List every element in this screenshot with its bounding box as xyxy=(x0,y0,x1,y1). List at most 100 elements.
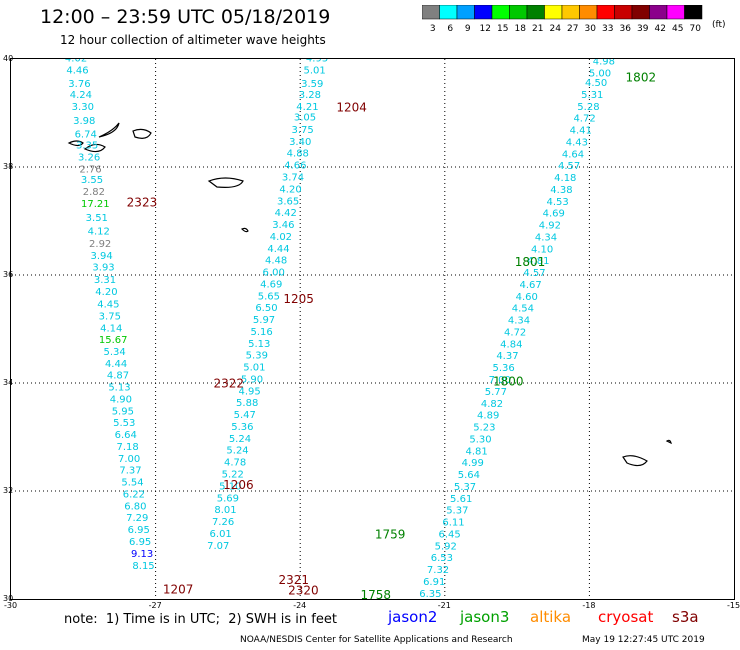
wave-height-value: 4.14 xyxy=(100,324,122,335)
wave-height-value: 3.59 xyxy=(301,79,323,90)
wave-height-value: 5.53 xyxy=(113,418,135,429)
wave-height-value: 5.28 xyxy=(577,102,599,113)
wave-height-value: 6.64 xyxy=(115,430,137,441)
wave-height-value: 5.22 xyxy=(222,470,244,481)
wave-height-value: 6.50 xyxy=(255,303,277,314)
wave-height-value: 6.45 xyxy=(438,529,460,540)
wave-height-value: 4.37 xyxy=(496,351,518,362)
wave-height-value: 5.13 xyxy=(108,383,130,394)
wave-height-value: 2.76 xyxy=(79,164,101,175)
colorbar-swatch xyxy=(614,5,633,20)
wave-height-value: 3.51 xyxy=(86,213,108,224)
wave-height-value: 5.90 xyxy=(241,374,263,385)
pass-time-label: 1204 xyxy=(336,100,367,114)
wave-height-value: 3.30 xyxy=(72,102,94,113)
wave-height-value: 4.24 xyxy=(70,90,92,101)
wave-height-value: 4.95 xyxy=(306,59,328,65)
pass-time-label: 2323 xyxy=(127,195,158,209)
wave-height-value: 3.93 xyxy=(92,263,114,274)
pass-time-label: 1759 xyxy=(375,528,406,542)
wave-height-value: 4.18 xyxy=(554,173,576,184)
wave-height-value: 5.30 xyxy=(469,434,491,445)
island-outline xyxy=(98,122,120,138)
satellite-name: s3a xyxy=(672,608,699,626)
wave-height-value: 3.35 xyxy=(76,141,98,152)
wave-height-value: 3.75 xyxy=(291,125,313,136)
wave-height-value: 5.36 xyxy=(231,422,253,433)
wave-height-value: 3.98 xyxy=(73,116,95,127)
wave-height-value: 3.28 xyxy=(299,90,321,101)
note-text: note: 1) Time is in UTC; 2) SWH is in fe… xyxy=(64,612,337,627)
colorbar-label: 21 xyxy=(532,24,543,34)
wave-height-value: 3.46 xyxy=(272,220,294,231)
wave-height-value: 5.31 xyxy=(581,90,603,101)
lon-tick-label: -21 xyxy=(437,601,451,610)
pass-time-label: 2320 xyxy=(288,584,319,598)
wave-height-value: 4.44 xyxy=(267,244,289,255)
wave-height-value: 4.99 xyxy=(462,458,484,469)
colorbar-label: 12 xyxy=(480,24,491,34)
pass-time-label: 1758 xyxy=(360,588,391,599)
wave-height-value: 4.88 xyxy=(287,149,309,160)
wave-height-value: 4.90 xyxy=(110,394,132,405)
wave-height-value: 6.95 xyxy=(128,525,150,536)
wave-height-value: 15.67 xyxy=(99,335,128,346)
wave-height-value: 4.72 xyxy=(504,327,526,338)
wave-height-value: 4.87 xyxy=(107,371,129,382)
colorbar-swatch xyxy=(684,5,703,20)
lon-tick-label: -30 xyxy=(4,601,18,610)
wave-height-value: 5.00 xyxy=(589,68,611,79)
wave-height-value: 4.78 xyxy=(224,458,246,469)
lon-tick-label: -18 xyxy=(582,601,596,610)
colorbar-swatch xyxy=(631,5,650,20)
wave-height-value: 5.37 xyxy=(446,506,468,517)
wave-height-value: 8.15 xyxy=(132,561,154,572)
wave-height-value: 7.18 xyxy=(117,442,139,453)
wave-height-value: 3.94 xyxy=(90,251,112,262)
wave-height-value: 4.10 xyxy=(531,244,553,255)
wave-height-value: 5.88 xyxy=(236,398,258,409)
wave-height-value: 4.67 xyxy=(519,280,541,291)
wave-height-value: 7.00 xyxy=(118,454,140,465)
page-subtitle: 12 hour collection of altimeter wave hei… xyxy=(60,33,326,47)
wave-height-value: 5.97 xyxy=(253,315,275,326)
wave-height-value: 4.54 xyxy=(512,304,534,315)
island-outline xyxy=(132,128,152,139)
pass-time-label: 1205 xyxy=(283,292,314,306)
wave-height-colorbar: 3 6 9 12 15 18 21 24 27 30 33 36 39 42 45 70 xyxy=(422,5,703,34)
island-outline xyxy=(665,439,672,445)
lon-tick-label: -27 xyxy=(148,601,162,610)
island-outline xyxy=(67,140,84,147)
colorbar-label: 33 xyxy=(602,24,613,34)
wave-height-value: 4.69 xyxy=(543,209,565,220)
wave-height-value: 4.46 xyxy=(66,66,88,77)
wave-height-value: 7.29 xyxy=(126,513,148,524)
wave-height-value: 6.01 xyxy=(210,529,232,540)
wave-height-value: 5.61 xyxy=(450,494,472,505)
colorbar-label: 70 xyxy=(690,24,702,34)
colorbar-label: 24 xyxy=(550,24,562,34)
wave-height-value: 5.77 xyxy=(485,387,507,398)
wave-height-value: 4.34 xyxy=(508,316,530,327)
island-outline xyxy=(83,143,106,153)
colorbar-swatch xyxy=(649,5,668,20)
satellite-name: jason3 xyxy=(460,608,510,626)
wave-height-value: 3.75 xyxy=(99,311,121,322)
lat-tick-label: 40 xyxy=(3,54,14,63)
colorbar-label: 30 xyxy=(585,24,597,34)
colorbar-swatch xyxy=(526,5,545,20)
wave-height-value: 5.37 xyxy=(454,482,476,493)
colorbar-swatch xyxy=(456,5,475,20)
satellite-name: cryosat xyxy=(598,608,654,626)
wave-height-value: 2.92 xyxy=(89,239,111,250)
wave-height-value: 5.24 xyxy=(229,434,251,445)
wave-height-value: 4.44 xyxy=(105,359,127,370)
wave-height-value: 8.01 xyxy=(214,505,236,516)
wave-height-value: 4.92 xyxy=(539,221,561,232)
wave-height-value: 5.54 xyxy=(121,478,143,489)
wave-height-value: 7.32 xyxy=(427,565,449,576)
wave-height-value: 3.40 xyxy=(289,137,311,148)
wave-height-value: 6.11 xyxy=(442,518,464,529)
wave-height-value: 4.89 xyxy=(477,411,499,422)
wave-height-value: 4.66 xyxy=(284,161,306,172)
